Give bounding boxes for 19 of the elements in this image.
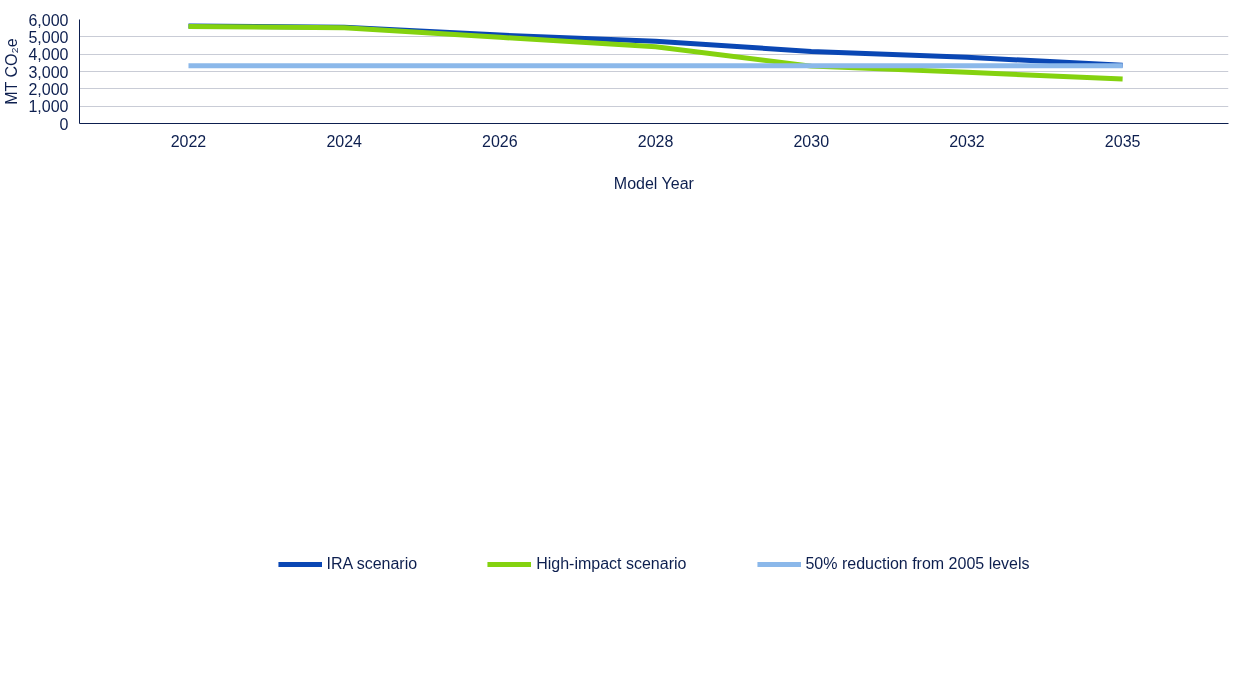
y-axis-title: MT CO₂e	[3, 38, 21, 105]
y-tick-label: 3,000	[28, 63, 69, 81]
y-tick-label: 6,000	[28, 11, 69, 29]
y-tick-label: 1,000	[28, 98, 69, 116]
y-tick-label: 4,000	[28, 46, 69, 64]
x-tick-label: 2026	[482, 132, 518, 150]
y-tick-label: 0	[59, 115, 69, 133]
legend-label: IRA scenario	[326, 555, 418, 573]
legend-label: 50% reduction from 2005 levels	[805, 555, 1030, 573]
x-tick-label: 2030	[793, 132, 830, 150]
x-tick-label: 2022	[170, 132, 207, 150]
x-tick-label: 2024	[326, 132, 363, 150]
x-tick-label: 2032	[949, 132, 985, 150]
x-tick-label: 2035	[1104, 132, 1141, 150]
y-tick-label: 2,000	[28, 80, 69, 98]
y-tick-label: 5,000	[28, 28, 69, 46]
x-tick-label: 2028	[637, 132, 674, 150]
legend-label: High-impact scenario	[536, 555, 687, 573]
x-axis-title: Model Year	[613, 174, 695, 192]
